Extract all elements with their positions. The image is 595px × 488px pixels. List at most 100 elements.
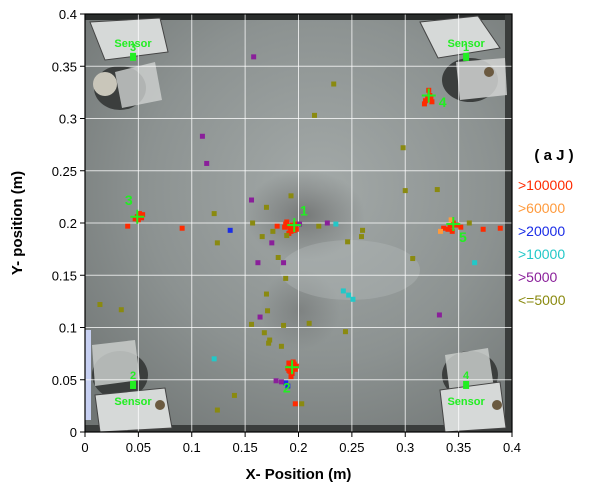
data-point bbox=[466, 220, 472, 226]
legend-entry: >10000 bbox=[518, 246, 565, 262]
data-point bbox=[400, 145, 406, 151]
x-tick-label: 0 bbox=[81, 440, 88, 455]
series-group bbox=[227, 227, 291, 389]
data-point bbox=[447, 223, 453, 229]
legend: ( a J ) >100000 >60000 >20000 >10000 >5000 <=… bbox=[518, 147, 574, 308]
y-tick-label: 0.25 bbox=[52, 164, 77, 179]
data-point bbox=[281, 322, 287, 328]
data-point bbox=[287, 225, 293, 231]
data-point bbox=[286, 367, 292, 373]
sensor-number: 1 bbox=[463, 42, 469, 54]
data-point bbox=[345, 239, 351, 245]
cluster-label: 5 bbox=[459, 229, 467, 245]
series-group bbox=[211, 221, 478, 362]
data-point bbox=[436, 312, 442, 318]
data-point bbox=[251, 54, 257, 60]
legend-entry: >100000 bbox=[518, 177, 573, 193]
sensor-dot bbox=[463, 380, 470, 389]
data-point bbox=[342, 329, 348, 335]
data-point bbox=[292, 401, 298, 407]
data-point bbox=[437, 228, 443, 234]
data-point bbox=[293, 363, 299, 369]
data-point bbox=[179, 225, 185, 231]
data-point bbox=[350, 296, 356, 302]
sensor-mount-top-right bbox=[419, 15, 507, 102]
data-point bbox=[274, 223, 280, 229]
data-point bbox=[125, 223, 131, 229]
data-point bbox=[290, 359, 296, 365]
x-tick-label: 0.35 bbox=[446, 440, 471, 455]
x-tick-label: 0.05 bbox=[126, 440, 151, 455]
y-axis-title: Y- position (m) bbox=[9, 171, 26, 275]
y-tick-label: 0.05 bbox=[52, 373, 77, 388]
data-point bbox=[316, 223, 322, 229]
data-point bbox=[283, 380, 289, 386]
data-point bbox=[270, 228, 276, 234]
data-point bbox=[288, 193, 294, 199]
sensor-dot bbox=[130, 52, 137, 61]
data-point bbox=[434, 187, 440, 193]
axes: 0 0.05 0.1 0.15 0.2 0.25 0.3 0.35 0.400.050.10.1… bbox=[52, 7, 521, 455]
data-point bbox=[278, 379, 284, 385]
y-tick-label: 0.1 bbox=[59, 321, 77, 336]
data-point bbox=[284, 219, 290, 225]
data-point bbox=[293, 226, 299, 232]
data-point bbox=[346, 292, 352, 298]
sensor-label: Sensor bbox=[114, 38, 152, 50]
data-point bbox=[449, 228, 455, 234]
data-point bbox=[288, 228, 294, 234]
data-point bbox=[497, 225, 503, 231]
data-point bbox=[428, 96, 434, 102]
data-point bbox=[283, 275, 289, 281]
data-point bbox=[429, 99, 435, 105]
x-tick-label: 0.4 bbox=[503, 440, 521, 455]
series-group bbox=[199, 54, 442, 385]
sensor-mount-top-left bbox=[89, 17, 169, 110]
data-point bbox=[299, 401, 305, 407]
sensor-number: 4 bbox=[463, 370, 470, 382]
data-point bbox=[288, 374, 294, 380]
data-point bbox=[249, 197, 255, 203]
legend-entry: <=5000 bbox=[518, 292, 566, 308]
data-point bbox=[340, 288, 346, 294]
data-point bbox=[458, 224, 464, 230]
sensor-label: Sensor bbox=[447, 396, 485, 408]
sensor-dot bbox=[463, 52, 470, 61]
x-tick-label: 0.1 bbox=[183, 440, 201, 455]
data-point bbox=[324, 220, 330, 226]
data-point bbox=[269, 240, 275, 246]
data-point bbox=[312, 112, 318, 118]
data-point bbox=[265, 308, 271, 314]
data-point bbox=[267, 337, 273, 343]
series-group bbox=[125, 87, 503, 407]
data-point bbox=[297, 221, 303, 227]
sensor-mount-bottom-right bbox=[439, 348, 507, 432]
data-point bbox=[423, 98, 429, 104]
data-point bbox=[227, 227, 233, 233]
data-point bbox=[445, 226, 451, 232]
cluster-label: 3 bbox=[125, 192, 133, 208]
y-tick-label: 0.3 bbox=[59, 112, 77, 127]
data-point bbox=[263, 204, 269, 210]
data-point bbox=[231, 392, 237, 398]
data-point bbox=[421, 101, 427, 107]
x-tick-label: 0.25 bbox=[339, 440, 364, 455]
sensor-label: Sensor bbox=[447, 38, 485, 50]
data-point bbox=[214, 240, 220, 246]
cluster-label: 1 bbox=[300, 203, 308, 219]
data-point bbox=[257, 314, 263, 320]
sensor-label: Sensor bbox=[114, 396, 152, 408]
data-point bbox=[249, 321, 255, 327]
data-point bbox=[333, 221, 339, 227]
x-tick-label: 0.15 bbox=[232, 440, 257, 455]
legend-title: ( a J ) bbox=[534, 147, 573, 164]
x-tick-label: 0.3 bbox=[396, 440, 414, 455]
data-point bbox=[199, 133, 205, 139]
data-point bbox=[266, 340, 272, 346]
data-point bbox=[285, 383, 291, 389]
cluster-labels: 1 2 3 4 5 bbox=[125, 94, 467, 395]
data-point bbox=[118, 307, 124, 313]
data-point bbox=[282, 224, 288, 230]
data-point bbox=[250, 220, 256, 226]
